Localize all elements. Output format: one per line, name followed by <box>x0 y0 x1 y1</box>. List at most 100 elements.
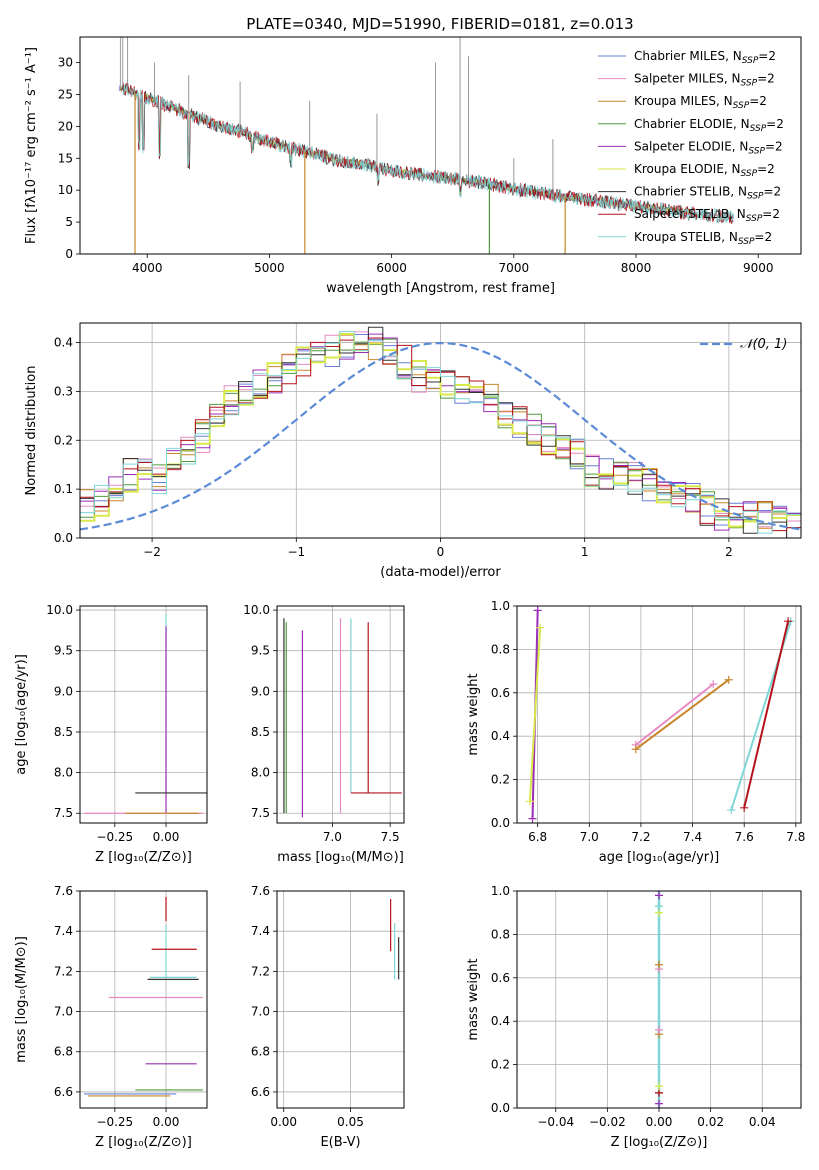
x-tick-label: −0.02 <box>589 1115 626 1129</box>
x-tick-label: −0.25 <box>96 830 133 844</box>
y-tick-label: 6.8 <box>54 1045 73 1059</box>
grid <box>80 890 207 1108</box>
legend-label: Kroupa STELIB, NSSP=2 <box>634 230 772 247</box>
y-tick-label: 0.2 <box>54 433 73 447</box>
ticks: 6.8 7.0 7.2 7.4 7.6 7.8 0.0 0.2 0.4 0.6 0.8 1.0 <box>491 599 805 844</box>
y-tick-label: 0.6 <box>491 686 510 700</box>
y-tick-label: 7.6 <box>251 884 270 898</box>
mass-vs-z-panel: −0.25 0.00 6.6 6.8 7.0 7.2 7.4 7.6 Z [log₁₀(Z/Z⊙… <box>14 884 208 1150</box>
x-tick-label: 7.0 <box>323 830 342 844</box>
weight-age-marker <box>727 805 736 814</box>
y-tick-label: 15 <box>58 151 73 165</box>
x-tick-label: −2 <box>143 545 161 559</box>
y-axis-label: age [log₁₀(age/yr)] <box>14 654 29 775</box>
y-axis-label: Normed distribution <box>24 366 39 496</box>
weight-z-marker <box>655 1082 663 1091</box>
weight-z-marker <box>655 1099 663 1108</box>
y-tick-label: 0.2 <box>491 1058 510 1072</box>
y-tick-label: 8.5 <box>251 725 270 739</box>
axes-frame <box>276 890 405 1109</box>
legend-label: Kroupa ELODIE, NSSP=2 <box>634 162 775 179</box>
legend: 𝒩(0, 1) <box>700 337 787 352</box>
legend-label: Kroupa MILES, NSSP=2 <box>634 94 767 111</box>
spectrum-lines <box>118 37 735 254</box>
y-tick-label: 10 <box>58 183 73 197</box>
y-tick-label: 7.0 <box>251 1005 270 1019</box>
y-tick-label: 0.0 <box>491 1101 510 1115</box>
weight-age-marker <box>533 606 542 615</box>
weight-age-marker <box>740 803 749 812</box>
y-tick-label: 0.4 <box>54 336 73 350</box>
spectrum-panel: 4000 5000 6000 7000 8000 9000 0 5 10 15 20 25 30 wave… <box>24 36 802 296</box>
x-axis-label: age [log₁₀(age/yr)] <box>599 850 720 865</box>
age-vs-mass-panel: 7.0 7.5 7.5 8.0 8.5 9.0 9.5 10.0 mass [log₁₀(M/M… <box>243 603 405 865</box>
y-tick-label: 0.0 <box>54 531 73 545</box>
ticks: 0.00 0.05 6.6 6.8 7.0 7.2 7.4 7.6 <box>251 884 364 1129</box>
legend-label: Chabrier MILES, NSSP=2 <box>634 49 776 66</box>
y-axis-label: mass weight <box>466 958 481 1040</box>
x-tick-label: 0.05 <box>337 1115 364 1129</box>
y-axis-label: Flux [fλ10⁻¹⁷ erg cm⁻² s⁻¹ A⁻¹] <box>24 47 39 244</box>
weight-age-marker <box>528 814 537 823</box>
y-tick-label: 0.8 <box>491 927 510 941</box>
y-tick-label: 7.2 <box>251 964 270 978</box>
weight-age-marker <box>724 675 733 684</box>
y-tick-label: 0 <box>65 247 73 261</box>
x-axis-label: mass [log₁₀(M/M⊙)] <box>277 850 404 865</box>
weight-age-marker <box>784 617 793 626</box>
y-tick-label: 6.8 <box>251 1045 270 1059</box>
x-axis-label: Z [log₁₀(Z/Z⊙)] <box>95 850 192 865</box>
x-axis-label: wavelength [Angstrom, rest frame] <box>326 281 555 296</box>
axes-frame <box>79 890 208 1109</box>
x-tick-label: 8000 <box>621 261 652 275</box>
y-axis-label: mass [log₁₀(M/M⊙)] <box>14 936 29 1063</box>
y-tick-label: 0.1 <box>54 482 73 496</box>
weight-z-marker <box>655 891 663 900</box>
ticks: 7.0 7.5 7.5 8.0 8.5 9.0 9.5 10.0 <box>243 603 399 844</box>
spectrum-title: PLATE=0340, MJD=51990, FIBERID=0181, z=0… <box>246 15 633 33</box>
axes-frame <box>79 605 208 824</box>
y-tick-label: 9.5 <box>54 644 73 658</box>
y-tick-label: 8.5 <box>54 725 73 739</box>
y-tick-label: 7.2 <box>54 964 73 978</box>
x-tick-label: 7.4 <box>683 830 702 844</box>
axes-frame <box>276 605 405 824</box>
x-tick-label: 5000 <box>254 261 285 275</box>
weight-age-marker <box>525 797 534 806</box>
x-axis-label: Z [log₁₀(Z/Z⊙)] <box>611 1135 708 1150</box>
spectrum-series-line <box>122 84 735 225</box>
y-tick-label: 7.5 <box>251 806 270 820</box>
x-tick-label: 0 <box>437 545 445 559</box>
y-tick-label: 9.5 <box>251 644 270 658</box>
y-tick-label: 6.6 <box>251 1085 270 1099</box>
axes-frame <box>79 36 802 255</box>
x-tick-label: 6.8 <box>528 830 547 844</box>
x-tick-label: 7.8 <box>786 830 805 844</box>
y-tick-label: 10.0 <box>243 603 270 617</box>
y-tick-label: 0.8 <box>491 642 510 656</box>
x-tick-label: 7.2 <box>631 830 650 844</box>
y-tick-label: 8.0 <box>251 766 270 780</box>
weight-age-line <box>743 620 790 809</box>
weight-age-line <box>635 683 714 746</box>
y-tick-label: 0.4 <box>491 729 510 743</box>
axes-frame <box>516 605 802 824</box>
ticks: −0.04 −0.02 0.00 0.02 0.04 0.0 0.2 0.4 0.6 0.8 1.0 <box>491 884 776 1129</box>
x-tick-label: 0.00 <box>270 1115 297 1129</box>
legend-label: 𝒩(0, 1) <box>740 337 787 352</box>
y-tick-label: 5 <box>65 215 73 229</box>
weight-age-marker <box>536 623 545 632</box>
histogram-series <box>80 333 801 528</box>
y-tick-label: 10.0 <box>46 603 73 617</box>
histogram-series <box>80 331 801 534</box>
y-tick-label: 9.0 <box>251 684 270 698</box>
y-tick-label: 0.2 <box>491 773 510 787</box>
y-tick-label: 25 <box>58 87 73 101</box>
legend-label: Salpeter STELIB, NSSP=2 <box>634 207 780 224</box>
x-tick-label: 0.04 <box>749 1115 776 1129</box>
y-tick-label: 30 <box>58 56 73 70</box>
y-tick-label: 0.4 <box>491 1014 510 1028</box>
y-tick-label: 9.0 <box>54 684 73 698</box>
y-tick-label: 7.4 <box>54 924 73 938</box>
